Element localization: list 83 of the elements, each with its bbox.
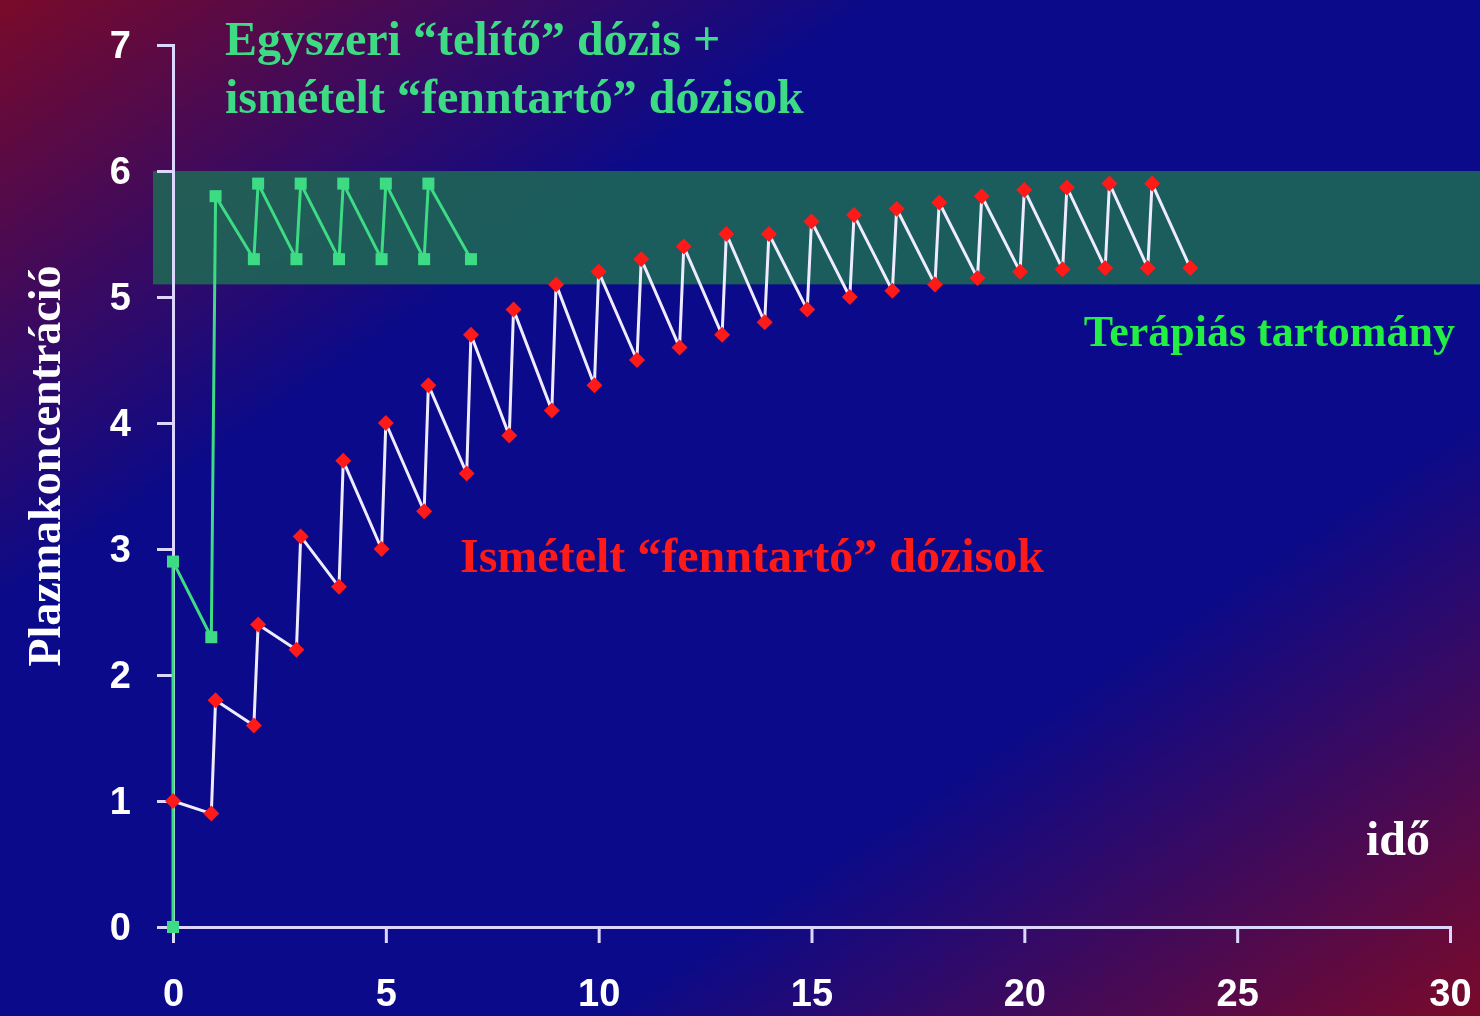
point — [333, 253, 346, 266]
y-tick-label: 6 — [109, 149, 131, 192]
point — [718, 226, 735, 242]
y-tick-label: 4 — [109, 401, 131, 444]
point — [888, 200, 905, 217]
point — [803, 213, 820, 230]
x-tick-label: 10 — [578, 971, 621, 1014]
point — [379, 177, 392, 190]
point — [167, 921, 179, 933]
point — [841, 289, 858, 305]
point — [633, 251, 650, 268]
point — [335, 452, 352, 469]
x-tick-label: 0 — [162, 971, 185, 1014]
point — [590, 263, 607, 280]
point — [1139, 260, 1156, 277]
y-tick-label: 1 — [109, 779, 131, 822]
point — [1182, 260, 1199, 277]
point — [1101, 175, 1118, 192]
point — [292, 528, 309, 545]
x-tick-label: 30 — [1429, 971, 1472, 1014]
point — [247, 253, 260, 266]
point — [373, 541, 390, 557]
point — [203, 805, 220, 822]
point — [458, 465, 475, 482]
point — [846, 207, 863, 224]
point — [1097, 260, 1114, 277]
x-tick-label: 20 — [1003, 971, 1046, 1014]
point — [250, 616, 267, 633]
point — [464, 253, 477, 266]
y-tick-label: 2 — [109, 653, 131, 696]
y-tick-label: 7 — [109, 23, 131, 66]
series-label: Ismételt “fenntartó” dózisok — [460, 529, 1045, 582]
point — [1054, 261, 1071, 278]
point — [294, 177, 307, 190]
point — [377, 415, 394, 431]
point — [288, 641, 305, 658]
y-axis-title: Plazmakoncentráció — [19, 265, 70, 667]
point — [969, 270, 986, 287]
point — [543, 402, 560, 419]
point — [252, 177, 265, 190]
y-tick-label: 3 — [109, 527, 131, 570]
x-tick-label: 25 — [1216, 971, 1259, 1014]
y-tick-label: 0 — [109, 905, 131, 948]
point — [331, 578, 348, 595]
point — [756, 314, 773, 331]
point — [926, 276, 943, 293]
point — [167, 555, 179, 568]
point — [1012, 263, 1029, 280]
point — [628, 352, 645, 368]
point — [462, 326, 479, 343]
point — [505, 301, 522, 318]
point — [586, 377, 603, 394]
point — [548, 276, 565, 293]
point — [290, 253, 303, 266]
point — [209, 190, 222, 203]
point — [931, 194, 948, 211]
point — [714, 326, 731, 343]
point — [418, 253, 431, 266]
point — [1016, 181, 1033, 198]
point — [422, 177, 435, 190]
point — [416, 503, 433, 520]
point — [675, 238, 692, 255]
point — [337, 177, 350, 190]
point — [165, 793, 181, 809]
point — [501, 427, 518, 444]
point — [671, 339, 688, 356]
point — [1058, 179, 1075, 196]
point — [884, 282, 901, 299]
point — [1144, 175, 1161, 192]
point — [973, 188, 990, 205]
x-tick-label: 15 — [790, 971, 834, 1014]
band-label: Terápiás tartomány — [1083, 307, 1455, 357]
point — [420, 377, 437, 394]
y-tick-label: 5 — [109, 275, 131, 318]
point — [375, 253, 388, 266]
point — [245, 717, 262, 734]
series-label: Egyszeri “telítő” dózis + ismételt “fenntartó” dózisok — [225, 12, 804, 123]
x-tick-label: 5 — [375, 971, 397, 1014]
x-axis-title: idő — [1365, 812, 1430, 865]
point — [205, 631, 218, 644]
point — [760, 226, 777, 242]
point — [799, 301, 816, 318]
point — [207, 692, 224, 709]
